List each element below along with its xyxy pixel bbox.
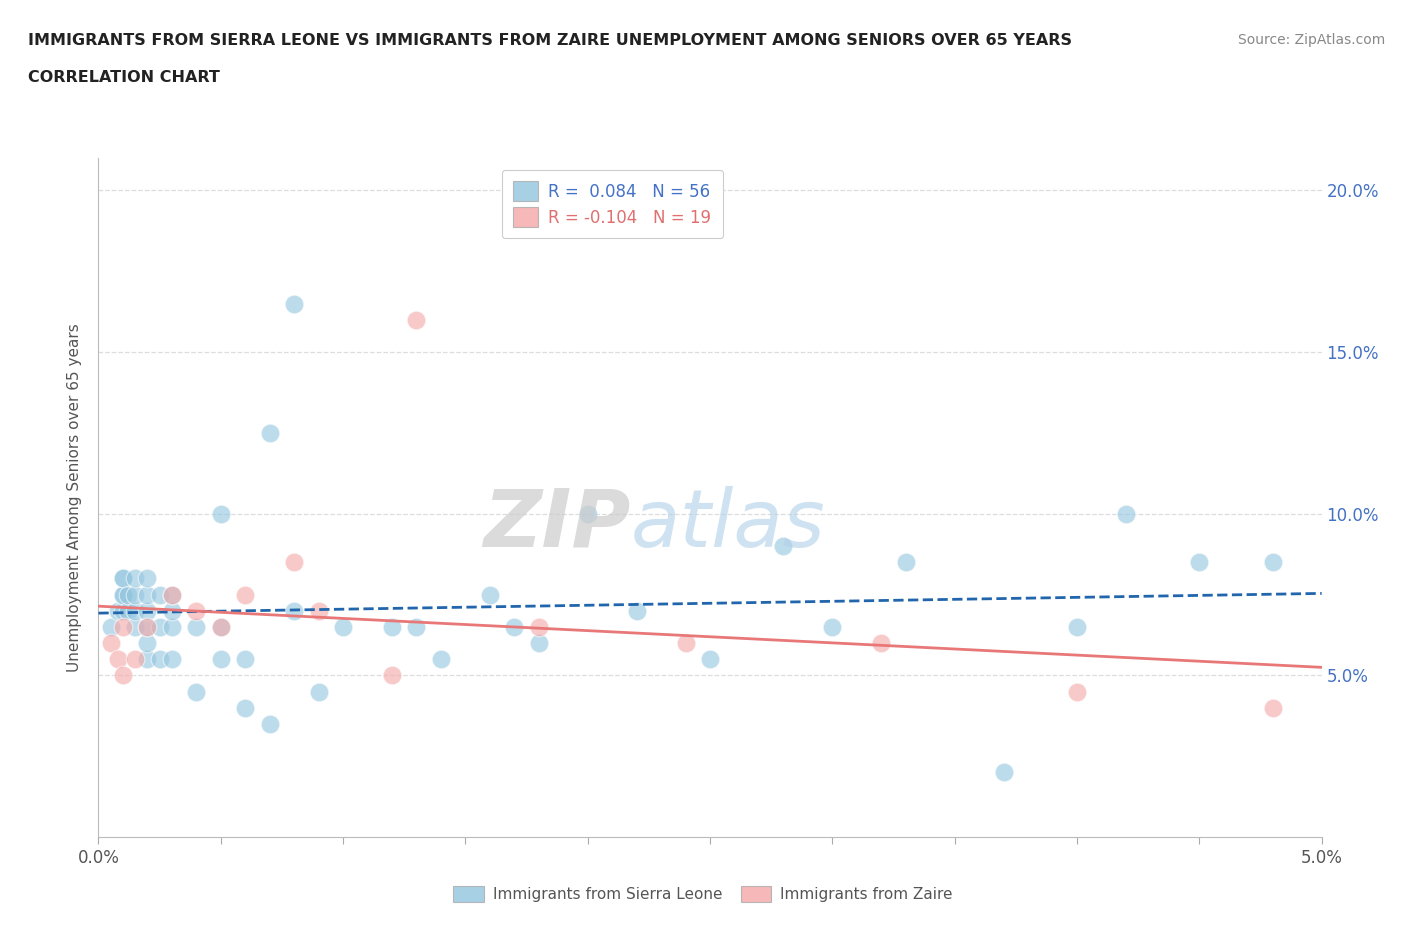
Y-axis label: Unemployment Among Seniors over 65 years: Unemployment Among Seniors over 65 years <box>67 324 83 671</box>
Point <box>111 619 134 634</box>
Point <box>283 296 305 311</box>
Point <box>405 312 427 327</box>
Point <box>160 587 183 602</box>
Point <box>233 587 256 602</box>
Point <box>117 587 139 602</box>
Point <box>111 571 134 586</box>
Point <box>136 571 159 586</box>
Point <box>626 604 648 618</box>
Point <box>124 619 146 634</box>
Point <box>111 571 134 586</box>
Legend: R =  0.084   N = 56, R = -0.104   N = 19: R = 0.084 N = 56, R = -0.104 N = 19 <box>502 170 723 238</box>
Point <box>160 619 183 634</box>
Point <box>111 587 134 602</box>
Point <box>1066 619 1088 634</box>
Point <box>259 425 281 440</box>
Point <box>576 506 599 521</box>
Point <box>160 604 183 618</box>
Point <box>124 652 146 667</box>
Point <box>1261 555 1284 570</box>
Point <box>111 604 134 618</box>
Point <box>283 555 305 570</box>
Point <box>233 652 256 667</box>
Point <box>160 587 183 602</box>
Legend: Immigrants from Sierra Leone, Immigrants from Zaire: Immigrants from Sierra Leone, Immigrants… <box>447 880 959 909</box>
Point <box>111 668 134 683</box>
Point <box>209 619 232 634</box>
Point <box>993 764 1015 779</box>
Point <box>308 684 330 699</box>
Point <box>308 604 330 618</box>
Point <box>1115 506 1137 521</box>
Text: IMMIGRANTS FROM SIERRA LEONE VS IMMIGRANTS FROM ZAIRE UNEMPLOYMENT AMONG SENIORS: IMMIGRANTS FROM SIERRA LEONE VS IMMIGRAN… <box>28 33 1073 47</box>
Point <box>478 587 501 602</box>
Point <box>100 635 122 650</box>
Point <box>149 587 172 602</box>
Point <box>283 604 305 618</box>
Text: CORRELATION CHART: CORRELATION CHART <box>28 70 219 85</box>
Point <box>100 619 122 634</box>
Point <box>136 619 159 634</box>
Point <box>136 604 159 618</box>
Point <box>186 619 208 634</box>
Point <box>136 587 159 602</box>
Point <box>430 652 453 667</box>
Point <box>209 506 232 521</box>
Point <box>1066 684 1088 699</box>
Point <box>332 619 354 634</box>
Point <box>1261 700 1284 715</box>
Point <box>772 538 794 553</box>
Text: atlas: atlas <box>630 485 825 564</box>
Point <box>233 700 256 715</box>
Point <box>160 652 183 667</box>
Point <box>821 619 844 634</box>
Point <box>405 619 427 634</box>
Point <box>149 652 172 667</box>
Point <box>124 571 146 586</box>
Point <box>136 619 159 634</box>
Point <box>503 619 526 634</box>
Point <box>209 652 232 667</box>
Point <box>527 635 550 650</box>
Point <box>186 604 208 618</box>
Point <box>107 604 129 618</box>
Point <box>381 619 404 634</box>
Point <box>894 555 917 570</box>
Point <box>124 587 146 602</box>
Point <box>149 619 172 634</box>
Point <box>136 635 159 650</box>
Point <box>136 652 159 667</box>
Point <box>117 604 139 618</box>
Point <box>111 587 134 602</box>
Point <box>870 635 893 650</box>
Point <box>381 668 404 683</box>
Point <box>209 619 232 634</box>
Point <box>186 684 208 699</box>
Text: ZIP: ZIP <box>484 485 630 564</box>
Point <box>107 652 129 667</box>
Text: Source: ZipAtlas.com: Source: ZipAtlas.com <box>1237 33 1385 46</box>
Point <box>1188 555 1211 570</box>
Point <box>675 635 697 650</box>
Point <box>124 604 146 618</box>
Point <box>527 619 550 634</box>
Point <box>259 716 281 731</box>
Point <box>699 652 721 667</box>
